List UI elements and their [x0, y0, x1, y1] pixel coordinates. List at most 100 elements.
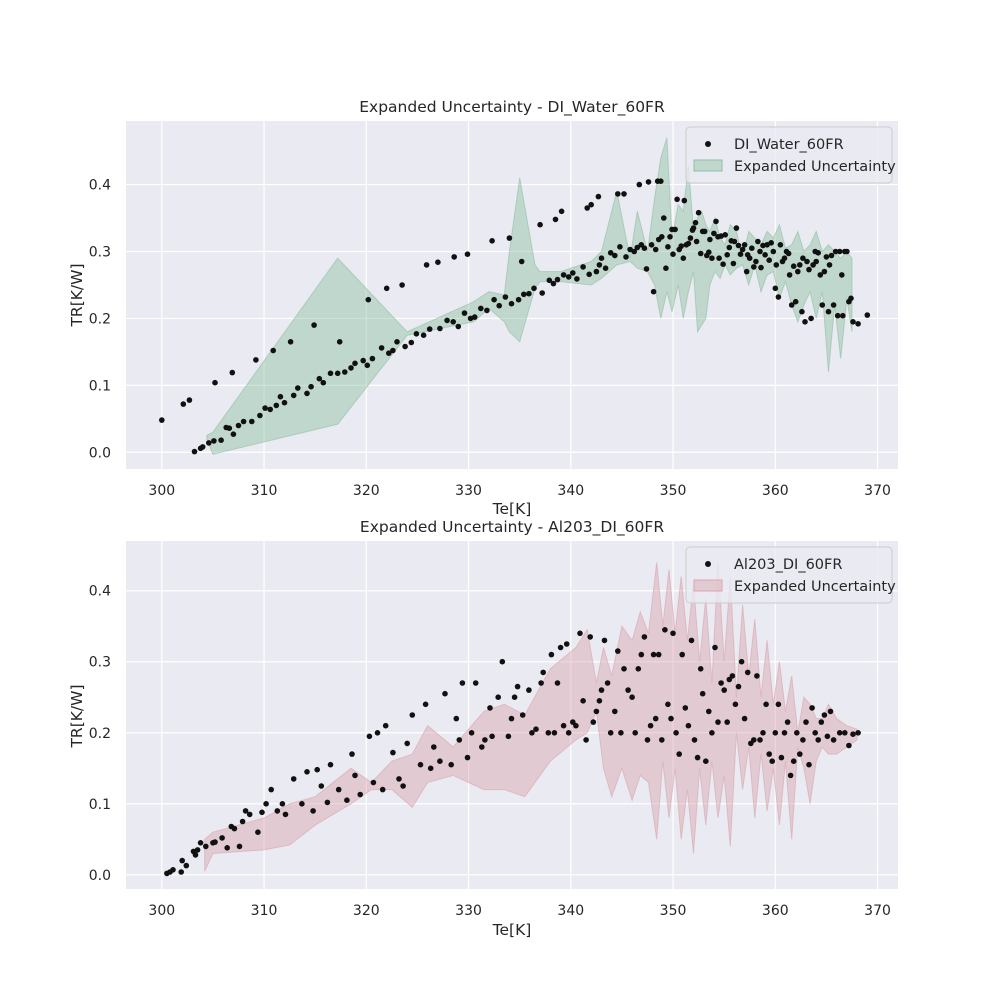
- data-point: [268, 786, 275, 793]
- data-point: [596, 262, 603, 268]
- data-point: [320, 379, 327, 386]
- data-point: [230, 431, 237, 438]
- data-point: [327, 370, 334, 377]
- data-point: [212, 379, 218, 386]
- data-point: [850, 731, 856, 737]
- data-point: [733, 225, 740, 231]
- legend-top: [685, 126, 893, 184]
- data-point: [560, 722, 567, 729]
- data-point: [551, 730, 558, 736]
- data-point: [786, 272, 793, 278]
- y-tick-label: 0.4: [89, 584, 111, 600]
- data-point: [537, 221, 543, 228]
- data-point: [422, 701, 429, 708]
- data-point: [799, 308, 805, 315]
- data-point: [602, 265, 609, 272]
- data-point: [349, 751, 355, 757]
- data-point: [584, 205, 590, 211]
- data-point: [685, 240, 692, 247]
- data-point: [170, 867, 176, 873]
- data-point: [570, 270, 576, 276]
- data-point: [673, 730, 679, 736]
- data-point: [850, 319, 856, 325]
- data-point: [270, 347, 277, 354]
- data-point: [538, 680, 544, 686]
- data-point: [596, 698, 603, 704]
- data-point: [508, 715, 515, 722]
- data-point: [558, 208, 565, 215]
- data-point: [772, 285, 779, 292]
- data-point: [827, 708, 834, 715]
- data-point: [743, 268, 750, 275]
- data-point: [267, 406, 274, 413]
- x-tick-label: 320: [353, 483, 380, 499]
- data-point: [802, 319, 808, 325]
- data-point: [435, 259, 441, 266]
- data-point: [670, 251, 676, 257]
- data-point: [451, 254, 458, 260]
- data-point: [663, 265, 669, 272]
- data-point: [670, 630, 676, 637]
- data-point: [768, 240, 774, 246]
- data-point: [539, 290, 545, 296]
- data-point: [772, 730, 779, 736]
- data-point: [423, 262, 430, 268]
- data-point: [554, 680, 561, 686]
- data-point: [815, 737, 821, 743]
- data-point: [274, 808, 281, 814]
- data-point: [159, 417, 165, 423]
- data-point: [557, 644, 564, 651]
- data-point: [374, 730, 381, 736]
- data-point: [394, 339, 400, 345]
- data-point: [737, 251, 744, 257]
- data-point: [427, 765, 434, 772]
- legend-label-points: Al203_DI_60FR: [734, 557, 842, 573]
- y-tick-label: 0.4: [89, 178, 111, 194]
- data-point: [580, 264, 586, 270]
- data-point: [636, 181, 643, 188]
- data-point: [685, 722, 692, 729]
- data-point: [489, 733, 495, 740]
- data-point: [617, 244, 623, 250]
- data-point: [706, 249, 712, 255]
- data-point: [834, 312, 841, 319]
- data-point: [203, 843, 209, 850]
- data-point: [645, 179, 652, 185]
- x-tick-label: 340: [557, 903, 584, 919]
- data-point: [526, 687, 532, 693]
- data-point: [836, 730, 843, 736]
- data-point: [650, 288, 657, 295]
- y-tick-label: 0.3: [89, 245, 111, 261]
- data-point: [741, 715, 748, 722]
- data-point: [785, 250, 792, 257]
- x-tick-label: 310: [251, 483, 278, 499]
- data-point: [775, 294, 782, 300]
- data-point: [712, 644, 718, 651]
- data-point: [404, 740, 411, 747]
- data-point: [444, 317, 450, 324]
- data-point: [194, 847, 201, 853]
- data-point: [607, 730, 614, 736]
- y-axis-label-top: TR[K/W]: [68, 263, 86, 327]
- data-point: [257, 412, 263, 419]
- data-point: [695, 209, 702, 216]
- data-point: [236, 843, 243, 850]
- data-point: [844, 248, 850, 255]
- data-point: [641, 634, 648, 640]
- data-point: [724, 719, 730, 725]
- data-point: [279, 801, 286, 807]
- data-point: [482, 737, 488, 743]
- data-point: [455, 323, 462, 330]
- data-point: [448, 761, 455, 768]
- data-point: [821, 712, 828, 718]
- data-point: [255, 829, 261, 835]
- data-point: [688, 637, 695, 644]
- data-point: [552, 216, 559, 223]
- data-point: [515, 296, 522, 303]
- data-point: [726, 244, 733, 251]
- data-point: [680, 255, 687, 261]
- data-point: [586, 271, 592, 278]
- data-point: [830, 302, 837, 308]
- data-point: [478, 305, 484, 312]
- data-point: [409, 712, 416, 718]
